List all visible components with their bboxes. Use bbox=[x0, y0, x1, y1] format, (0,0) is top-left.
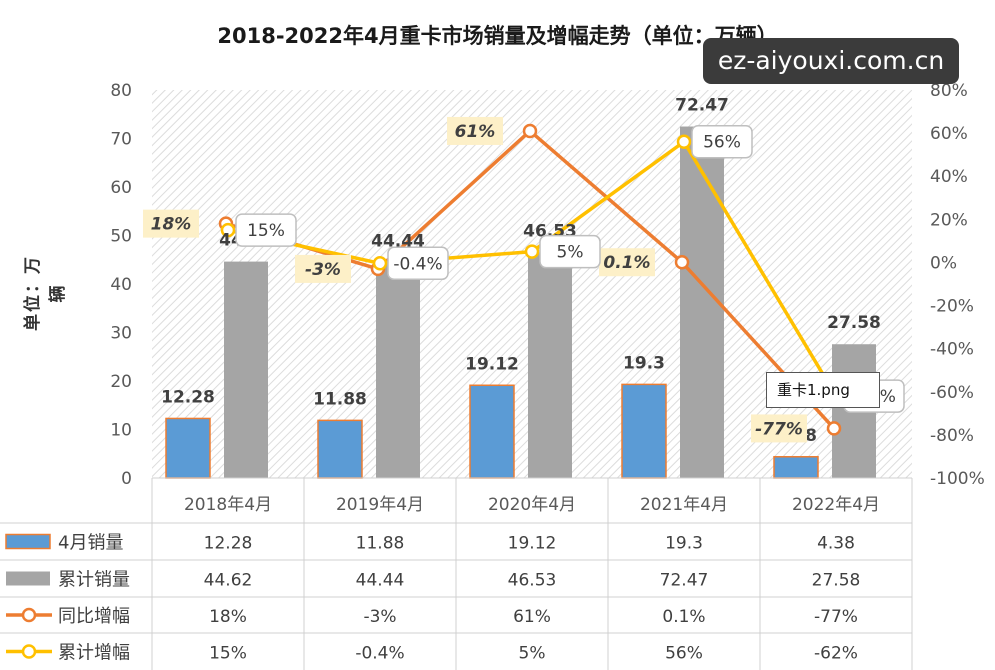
y-tick-label: 20 bbox=[110, 372, 132, 392]
cumulative-growth-value-label: 15% bbox=[247, 221, 285, 241]
table-cell: 15% bbox=[209, 644, 247, 664]
legend-label: 累计增幅 bbox=[58, 643, 130, 664]
y-tick-label: 70 bbox=[110, 130, 132, 150]
table-cell: 5% bbox=[519, 644, 546, 664]
y-tick-label: 60 bbox=[110, 178, 132, 198]
table-cell: 72.47 bbox=[660, 571, 709, 591]
y-axis-label: 单位：万辆 bbox=[23, 255, 68, 331]
line-marker bbox=[522, 123, 538, 139]
yoy-value-label: 0.1% bbox=[603, 253, 650, 273]
line-marker bbox=[220, 222, 236, 238]
y-tick-label: 50 bbox=[110, 227, 132, 247]
line-marker bbox=[372, 256, 388, 271]
y2-tick-label: 80% bbox=[930, 81, 968, 101]
bar-value-label: 72.47 bbox=[675, 96, 729, 116]
line-marker bbox=[524, 244, 540, 259]
bar-value-label: 12.28 bbox=[161, 387, 215, 407]
table-cell: -77% bbox=[814, 607, 858, 627]
legend-label: 同比增幅 bbox=[58, 606, 130, 627]
table-cell: 19.12 bbox=[508, 534, 557, 554]
bar-monthly bbox=[621, 383, 667, 479]
x-tick-label: 2022年4月 bbox=[792, 495, 880, 515]
table-cell: -0.4% bbox=[355, 644, 404, 664]
table-cell: 18% bbox=[209, 607, 247, 627]
y2-tick-label: -100% bbox=[930, 469, 985, 489]
bar-value-label: 19.12 bbox=[465, 354, 519, 374]
y2-tick-label: -40% bbox=[930, 340, 974, 360]
y-tick-label: 80 bbox=[110, 81, 132, 101]
yoy-label-bg bbox=[143, 209, 199, 238]
bar-cumulative bbox=[376, 262, 420, 478]
cumulative-growth-label-bg bbox=[539, 234, 601, 269]
cumulative-growth-label-bg bbox=[387, 246, 449, 281]
line-marker bbox=[674, 254, 690, 270]
legend-key-bar bbox=[5, 533, 51, 550]
yoy-value-label: -3% bbox=[305, 260, 341, 280]
legend-key-bar bbox=[6, 571, 50, 586]
y2-tick-label: -60% bbox=[930, 383, 974, 403]
yoy-value-label: -77% bbox=[755, 419, 803, 439]
bar-monthly bbox=[317, 419, 363, 479]
line-marker bbox=[826, 421, 842, 436]
yoy-label-bg bbox=[751, 414, 807, 443]
chart-title: 2018-2022年4月重卡市场销量及增幅走势（单位：万辆） bbox=[217, 24, 778, 48]
line-marker bbox=[676, 134, 692, 149]
bar-value-label: 44.44 bbox=[371, 231, 425, 251]
bar-cumulative bbox=[528, 252, 572, 478]
table-cell: 4.38 bbox=[817, 534, 855, 554]
bar-value-label: 19.3 bbox=[623, 353, 665, 373]
y2-tick-label: -80% bbox=[930, 426, 974, 446]
cumulative-growth-label-bg bbox=[235, 213, 297, 247]
yoy-value-label: 18% bbox=[151, 215, 192, 235]
y-tick-label: 30 bbox=[110, 324, 132, 344]
bar-value-label: 27.58 bbox=[827, 313, 881, 333]
yoy-label-bg bbox=[447, 116, 503, 145]
y-tick-label: 0 bbox=[121, 469, 132, 489]
y2-tick-label: 20% bbox=[930, 210, 968, 230]
table-cell: 19.3 bbox=[665, 534, 703, 554]
y2-tick-label: -20% bbox=[930, 297, 974, 317]
table-cell: 56% bbox=[665, 644, 703, 664]
x-tick-label: 2020年4月 bbox=[488, 495, 576, 515]
bar-monthly bbox=[773, 456, 819, 479]
y-tick-label: 10 bbox=[110, 421, 132, 441]
table-cell: -3% bbox=[363, 607, 396, 627]
table-cell: 27.58 bbox=[812, 571, 861, 591]
legend-key-marker bbox=[21, 644, 37, 659]
watermark: ez-aiyouxi.com.cn bbox=[703, 38, 959, 84]
cumulative-growth-label-bg bbox=[691, 124, 753, 159]
y2-tick-label: 60% bbox=[930, 124, 968, 144]
y2-tick-label: 40% bbox=[930, 167, 968, 187]
table-cell: -62% bbox=[814, 644, 858, 664]
table-cell: 44.62 bbox=[204, 571, 253, 591]
table-cell: 0.1% bbox=[662, 607, 705, 627]
x-tick-label: 2021年4月 bbox=[640, 495, 728, 515]
legend-key-marker bbox=[21, 607, 37, 623]
cumulative-growth-value-label: 56% bbox=[703, 133, 741, 153]
yoy-value-label: 61% bbox=[455, 122, 496, 142]
table-cell: 46.53 bbox=[508, 571, 557, 591]
y-tick-label: 40 bbox=[110, 275, 132, 295]
cumulative-growth-value-label: 5% bbox=[557, 243, 584, 263]
yoy-label-bg bbox=[599, 248, 655, 277]
y2-tick-label: 0% bbox=[930, 253, 957, 273]
tooltip: 重卡1.png bbox=[766, 372, 880, 408]
legend-label: 4月销量 bbox=[58, 533, 123, 554]
legend-label: 累计销量 bbox=[58, 570, 130, 591]
bar-monthly bbox=[469, 384, 515, 479]
table-cell: 61% bbox=[513, 607, 551, 627]
bar-value-label: 11.88 bbox=[313, 389, 367, 409]
x-tick-label: 2018年4月 bbox=[184, 495, 272, 515]
table-cell: 44.44 bbox=[356, 571, 405, 591]
bar-monthly bbox=[165, 417, 211, 479]
bar-cumulative bbox=[224, 261, 268, 478]
cumulative-growth-value-label: -0.4% bbox=[393, 254, 442, 274]
table-cell: 11.88 bbox=[356, 534, 405, 554]
x-tick-label: 2019年4月 bbox=[336, 495, 424, 515]
yoy-label-bg bbox=[295, 254, 351, 283]
table-cell: 12.28 bbox=[204, 534, 253, 554]
